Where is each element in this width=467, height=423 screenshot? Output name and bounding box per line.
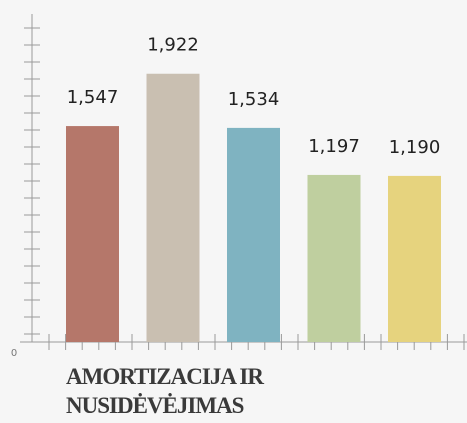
value-label: 1,547	[67, 87, 119, 108]
value-label: 1,534	[228, 89, 280, 110]
value-label: 1,190	[389, 137, 441, 158]
value-label: 1,922	[147, 35, 199, 56]
bar	[227, 127, 280, 343]
value-label: 1,197	[308, 136, 360, 157]
chart-title: AMORTIZACIJA IR NUSIDĖVĖJIMAS	[66, 364, 264, 418]
bar	[146, 73, 200, 343]
bar	[66, 126, 119, 342]
bar	[388, 175, 441, 342]
y-tick-label: 0	[11, 348, 17, 359]
bar	[307, 174, 361, 342]
